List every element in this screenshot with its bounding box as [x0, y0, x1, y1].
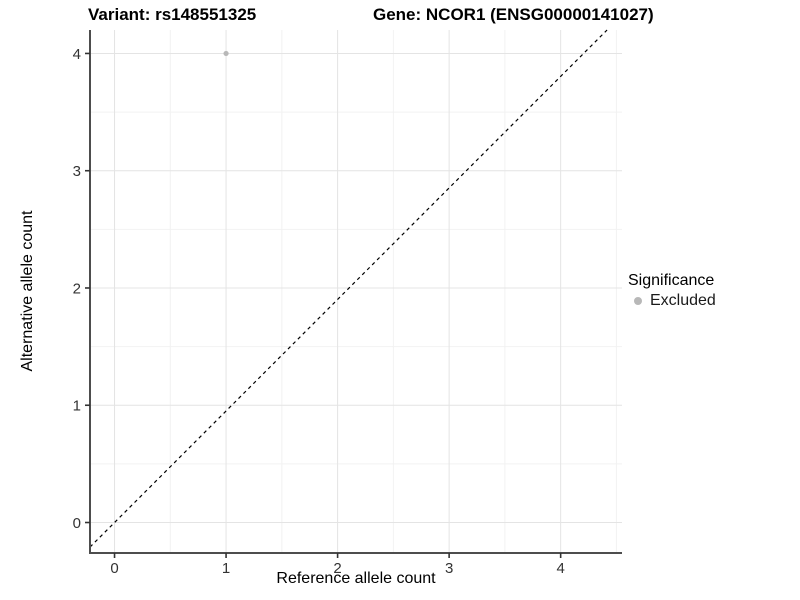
y-tick-label: 4	[73, 46, 81, 63]
y-axis-title: Alternative allele count	[19, 210, 36, 372]
y-axis-ticks: 0 1 2 3 4	[73, 46, 90, 532]
legend-item-label: Excluded	[650, 292, 716, 309]
x-tick-label: 1	[222, 560, 230, 577]
y-tick-label: 1	[73, 398, 81, 415]
gene-title: Gene: NCOR1 (ENSG00000141027)	[373, 5, 654, 24]
x-tick-label: 2	[333, 560, 341, 577]
x-tick-label: 3	[445, 560, 453, 577]
x-axis-title: Reference allele count	[276, 570, 436, 587]
identity-line	[89, 29, 608, 548]
legend-item-excluded: Excluded	[628, 291, 716, 310]
x-tick-label: 0	[110, 560, 118, 577]
data-points	[223, 50, 229, 57]
excluded-dot-icon	[634, 296, 642, 305]
y-tick-label: 0	[73, 515, 81, 532]
y-tick-label: 2	[73, 280, 81, 297]
legend: Significance Excluded	[628, 271, 716, 310]
grid-major	[90, 30, 622, 553]
data-point	[223, 50, 229, 57]
variant-title: Variant: rs148551325	[88, 5, 257, 24]
grid-minor	[90, 30, 622, 553]
x-axis-ticks: 0 1 2 3 4	[110, 553, 565, 577]
y-tick-label: 3	[73, 163, 81, 180]
legend-title: Significance	[628, 272, 715, 289]
x-tick-label: 4	[556, 560, 564, 577]
